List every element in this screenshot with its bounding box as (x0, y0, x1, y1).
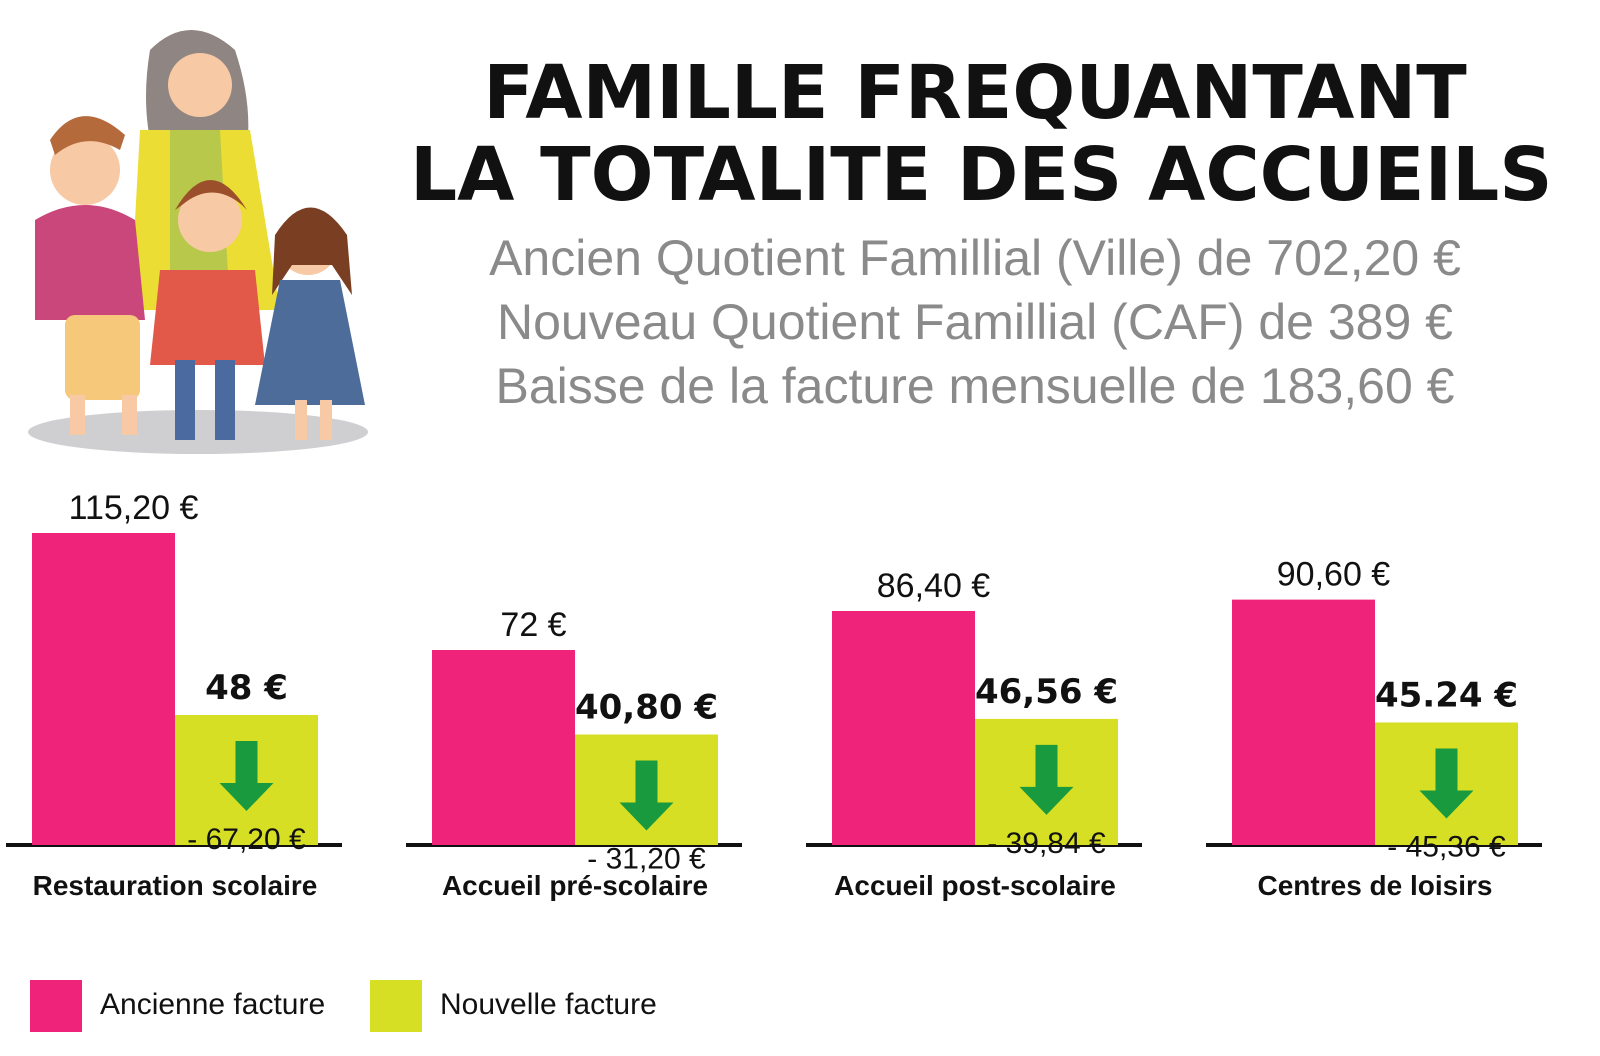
family-illustration (28, 30, 368, 454)
category-label: Accueil pré-scolaire (442, 870, 708, 901)
title-line-1: FAMILLE FREQUANTANT (483, 50, 1467, 136)
legend-label-nouvelle: Nouvelle facture (440, 988, 657, 1021)
subtitle-ancien-qf: Ancien Quotient Famillial (Ville) de 702… (489, 230, 1461, 286)
title-line-2: LA TOTALITE DES ACCUEILS (410, 132, 1553, 218)
value-label-nouvelle: 48 € (205, 668, 288, 708)
category-label: Restauration scolaire (33, 870, 318, 901)
value-label-ancienne: 115,20 € (69, 489, 199, 527)
category-label: Accueil post-scolaire (834, 870, 1116, 901)
value-label-ancienne: 90,60 € (1277, 556, 1391, 594)
down-arrow-icon (619, 760, 674, 831)
value-label-ancienne: 86,40 € (877, 567, 991, 605)
bar-ancienne (1232, 599, 1375, 845)
legend-swatch-ancienne (30, 980, 82, 1032)
subtitle-nouveau-qf: Nouveau Quotient Famillial (CAF) de 389 … (496, 294, 1453, 350)
down-arrow-icon (1019, 744, 1074, 815)
value-label-nouvelle: 40,80 € (575, 688, 718, 728)
bar-ancienne (432, 650, 575, 845)
bar-ancienne (832, 611, 975, 845)
category-label: Centres de loisirs (1258, 870, 1493, 901)
bar-ancienne (32, 533, 175, 845)
reduction-label: - 45,36 € (1387, 830, 1506, 863)
value-label-nouvelle: 45.24 € (1375, 675, 1518, 715)
subtitle-baisse: Baisse de la facture mensuelle de 183,60… (495, 358, 1455, 414)
reduction-label: - 39,84 € (987, 827, 1106, 860)
subtitle-block: Ancien Quotient Famillial (Ville) de 702… (410, 226, 1540, 418)
legend-label-ancienne: Ancienne facture (100, 988, 326, 1021)
value-label-ancienne: 72 € (500, 606, 566, 644)
reduction-label: - 31,20 € (587, 843, 706, 876)
ground-shadow (28, 410, 368, 454)
value-label-nouvelle: 46,56 € (975, 672, 1118, 712)
chart-title: FAMILLE FREQUANTANT LA TOTALITE DES ACCU… (410, 50, 1553, 218)
reduction-label: - 67,20 € (187, 823, 306, 856)
legend-swatch-nouvelle (370, 980, 422, 1032)
down-arrow-icon (1419, 748, 1474, 819)
down-arrow-icon (219, 741, 274, 811)
